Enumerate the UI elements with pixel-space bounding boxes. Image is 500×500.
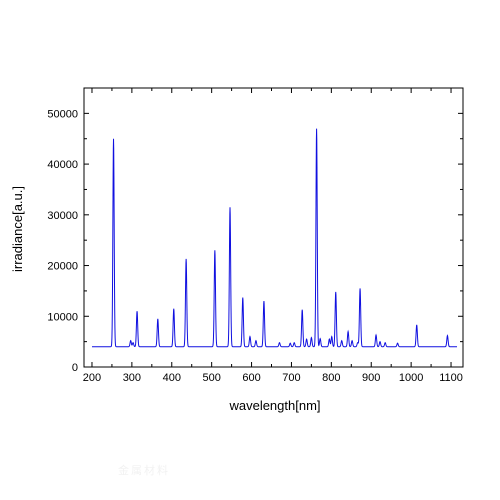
x-tick-label: 1000 bbox=[399, 372, 423, 384]
x-tick-label: 700 bbox=[282, 372, 300, 384]
y-tick-label: 30000 bbox=[47, 210, 78, 222]
y-tick-label: 50000 bbox=[47, 108, 78, 120]
y-tick-label: 0 bbox=[72, 362, 78, 374]
watermark: 金属材料 bbox=[118, 465, 170, 477]
x-tick-label: 200 bbox=[83, 372, 101, 384]
irradiance-series-line bbox=[91, 128, 458, 348]
x-tick-label: 800 bbox=[322, 372, 340, 384]
x-tick-label: 1100 bbox=[439, 372, 463, 384]
x-tick-label: 400 bbox=[163, 372, 181, 384]
y-tick-label: 10000 bbox=[47, 311, 78, 323]
x-axis-title: wavelength[nm] bbox=[228, 398, 320, 413]
y-axis-title: irradiance[a.u.] bbox=[10, 186, 25, 272]
plot-frame bbox=[83, 87, 464, 368]
axis-ticks bbox=[84, 88, 463, 368]
x-tick-label: 900 bbox=[362, 372, 380, 384]
tick-labels: 200 300 400 500 600 700 800 900 1000 1100 0 10000 20… bbox=[47, 108, 462, 384]
y-tick-label: 20000 bbox=[47, 261, 78, 273]
x-tick-label: 300 bbox=[123, 372, 141, 384]
y-tick-label: 40000 bbox=[47, 159, 78, 171]
x-tick-label: 600 bbox=[242, 372, 260, 384]
x-tick-label: 500 bbox=[202, 372, 220, 384]
